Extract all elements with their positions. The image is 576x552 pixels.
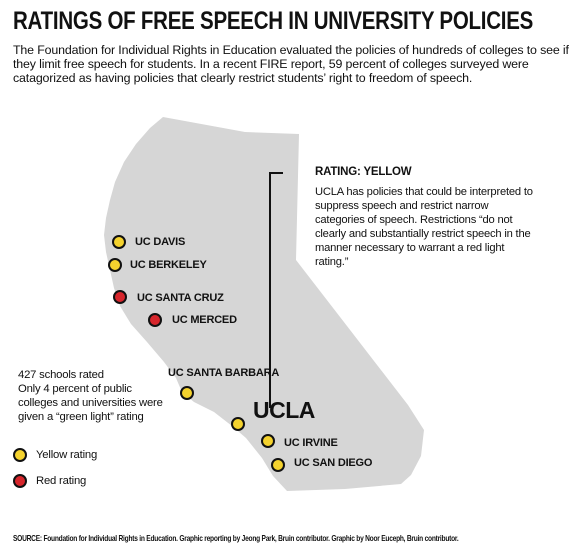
label-uc-irvine: UC IRVINE (284, 437, 338, 449)
label-uc-davis: UC DAVIS (135, 236, 186, 248)
marker-uc-santa-cruz (113, 290, 127, 304)
marker-uc-berkeley (108, 258, 122, 272)
intro-text: The Foundation for Individual Rights in … (13, 43, 569, 85)
source-credit: SOURCE: Foundation for Individual Rights… (13, 533, 459, 543)
marker-uc-san-diego (271, 458, 285, 472)
stat-green-light: Only 4 percent of public colleges and un… (18, 383, 163, 423)
marker-uc-santa-barbara (180, 386, 194, 400)
label-uc-santa-barbara: UC SANTA BARBARA (168, 367, 280, 379)
legend-red: Red rating (13, 472, 86, 490)
label-uc-berkeley: UC BERKELEY (130, 259, 207, 271)
label-uc-san-diego: UC SAN DIEGO (294, 457, 373, 469)
legend-red-swatch (13, 474, 27, 488)
legend-yellow-swatch (13, 448, 27, 462)
legend-yellow: Yellow rating (13, 446, 97, 464)
callout-body: UCLA has policies that could be interpre… (315, 186, 533, 268)
label-ucla: UCLA (253, 397, 315, 423)
stat-schools-rated: 427 schools rated (18, 369, 104, 381)
legend-yellow-label: Yellow rating (36, 449, 98, 461)
marker-uc-irvine (261, 434, 275, 448)
marker-uc-merced (148, 313, 162, 327)
california-state-shape (104, 117, 424, 491)
callout-pointer-line (269, 172, 283, 408)
marker-ucla (231, 417, 245, 431)
label-uc-santa-cruz: UC SANTA CRUZ (137, 292, 224, 304)
label-uc-merced: UC MERCED (172, 314, 237, 326)
marker-uc-davis (112, 235, 126, 249)
legend-red-label: Red rating (36, 475, 87, 487)
page-title: RATINGS OF FREE SPEECH IN UNIVERSITY POL… (13, 7, 534, 35)
callout-heading: RATING: YELLOW (315, 166, 412, 178)
